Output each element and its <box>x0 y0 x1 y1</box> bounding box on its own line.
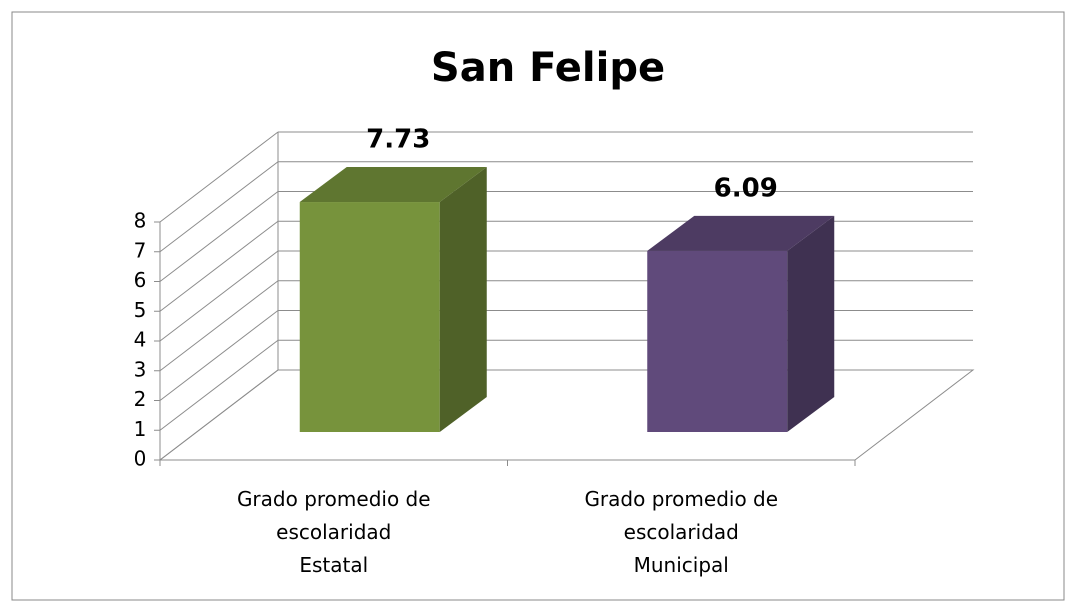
data-label: 7.73 <box>366 125 430 155</box>
y-tick-label: 5 <box>134 298 147 322</box>
side-grid-line <box>159 339 279 431</box>
y-tick-label: 4 <box>134 328 147 352</box>
y-tick-label: 1 <box>134 417 147 441</box>
x-tick-label: Grado promedio de escolaridad Municipal <box>584 487 778 577</box>
side-grid-line <box>159 369 279 461</box>
bar-side <box>787 215 835 432</box>
y-tick-label: 3 <box>134 357 147 381</box>
bar-top <box>647 215 835 251</box>
y-tick-label: 6 <box>134 268 147 292</box>
bar <box>299 202 440 432</box>
side-grid-line <box>159 191 279 282</box>
side-grid-line <box>159 131 279 223</box>
side-grid-line <box>159 161 279 253</box>
bar <box>647 250 788 432</box>
y-tick-label: 0 <box>134 447 147 471</box>
side-grid-line <box>159 310 279 401</box>
chart-title: San Felipe <box>431 45 665 91</box>
side-grid-line <box>159 280 279 372</box>
bar-side <box>439 167 487 432</box>
chart-border <box>11 11 1065 601</box>
y-tick-label: 7 <box>134 238 147 262</box>
side-grid-line <box>159 250 279 342</box>
y-tick-label: 2 <box>134 387 147 411</box>
bar-top <box>299 167 487 203</box>
side-grid-line <box>159 220 279 312</box>
x-tick-label: Grado promedio de escolaridad Estatal <box>237 487 431 577</box>
data-label: 6.09 <box>714 173 778 203</box>
y-tick-label: 8 <box>134 209 147 233</box>
